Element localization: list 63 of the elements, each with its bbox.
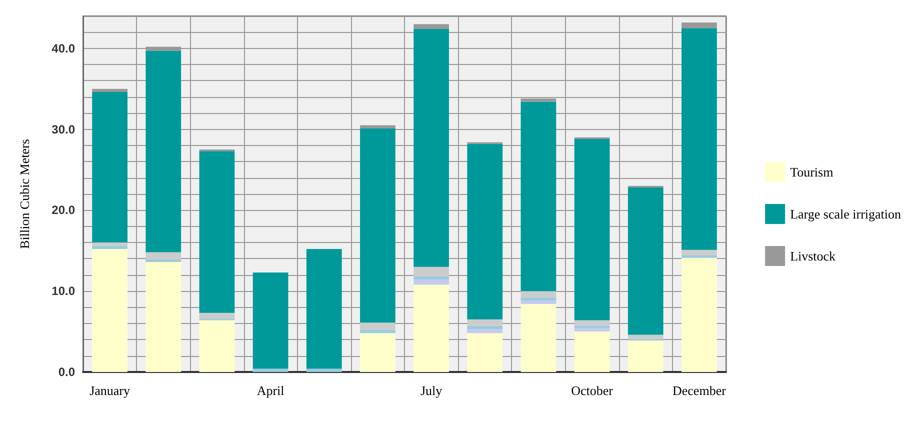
- bar: [306, 368, 342, 372]
- x-tick-label: April: [256, 383, 285, 398]
- bar: [467, 326, 503, 330]
- bar: [520, 300, 556, 304]
- bar: [199, 151, 235, 313]
- bar: [146, 50, 182, 252]
- y-tick-label: 20.0: [52, 203, 76, 218]
- bar: [467, 333, 503, 372]
- bar: [467, 329, 503, 334]
- bar: [92, 246, 128, 250]
- bar: [146, 252, 182, 260]
- bar: [520, 298, 556, 301]
- bar: [467, 144, 503, 320]
- bar: [574, 332, 610, 372]
- bar: [360, 322, 396, 330]
- bar: [574, 326, 610, 328]
- bar: [252, 368, 288, 372]
- bar: [414, 284, 449, 372]
- bar: [682, 250, 717, 256]
- legend-label: Livstock: [790, 248, 836, 264]
- bar: [467, 319, 503, 326]
- bar: [520, 291, 556, 298]
- bar: [628, 340, 664, 372]
- x-tick-label: October: [571, 383, 614, 398]
- bar: [414, 276, 449, 280]
- y-tick-label: 40.0: [52, 41, 76, 56]
- bar: [520, 102, 556, 292]
- bar: [92, 242, 128, 246]
- bar: [146, 262, 182, 372]
- legend-label: Large scale irrigation: [790, 206, 902, 222]
- bar: [628, 188, 664, 335]
- y-tick-label: 10.0: [52, 284, 76, 298]
- bar: [628, 334, 664, 339]
- bar: [574, 328, 610, 332]
- x-tick-label: January: [90, 383, 130, 398]
- x-tick-label: December: [672, 383, 727, 398]
- bar: [682, 22, 717, 28]
- bar: [414, 266, 449, 277]
- y-axis-title: Billion Cubic Meters: [17, 139, 32, 249]
- bar: [252, 272, 288, 369]
- bar: [360, 125, 396, 128]
- bar: [92, 92, 128, 243]
- bar: [92, 249, 128, 372]
- bar: [682, 28, 717, 250]
- bar: [574, 138, 610, 320]
- x-tick-label: July: [420, 383, 443, 398]
- bar: [199, 312, 235, 319]
- bar: [360, 330, 396, 334]
- bar: [306, 249, 342, 369]
- bar: [414, 24, 449, 29]
- bar: [360, 128, 396, 323]
- legend-label: Tourism: [790, 164, 834, 180]
- bar: [682, 258, 717, 372]
- y-tick-label: 30.0: [52, 122, 76, 136]
- bar: [682, 255, 717, 258]
- bar: [414, 28, 449, 267]
- bar: [92, 88, 128, 92]
- bar: [574, 320, 610, 326]
- y-tick-label: 0.0: [58, 365, 76, 379]
- bar: [414, 280, 449, 285]
- bar: [360, 333, 396, 372]
- bar: [199, 320, 235, 372]
- bar: [520, 304, 556, 372]
